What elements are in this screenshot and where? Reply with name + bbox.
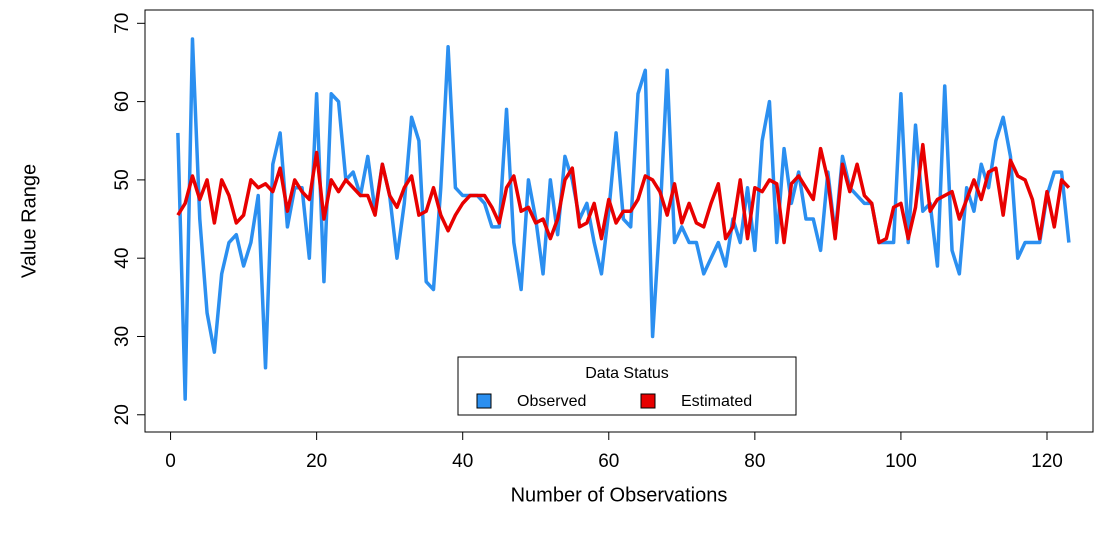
y-tick-label: 50 (112, 169, 133, 190)
y-tick-label: 60 (112, 91, 133, 112)
y-tick-label: 40 (112, 248, 133, 269)
legend: Data Status Observed Estimated (457, 356, 797, 416)
plot-area (176, 37, 1071, 401)
x-tick-label: 120 (1031, 451, 1063, 472)
y-tick-label: 70 (112, 13, 133, 34)
x-tick-label: 60 (598, 451, 619, 472)
x-tick-label: 20 (306, 451, 327, 472)
plot-frame (144, 9, 1094, 433)
series-line (176, 142, 1071, 245)
legend-box (457, 356, 797, 416)
x-tick-label: 100 (885, 451, 917, 472)
x-tick-label: 0 (165, 451, 176, 472)
x-tick-label: 40 (452, 451, 473, 472)
y-axis-label: Value Range (18, 164, 40, 278)
legend-title: Data Status (585, 365, 669, 382)
x-tick-label: 80 (744, 451, 765, 472)
legend-label: Observed (517, 393, 586, 410)
legend-label: Estimated (681, 393, 752, 410)
series-line (176, 37, 1071, 401)
y-tick-label: 30 (112, 326, 133, 347)
legend-swatch (476, 393, 492, 409)
legend-swatch (640, 393, 656, 409)
x-axis-label: Number of Observations (511, 484, 728, 506)
y-tick-label: 20 (112, 404, 133, 425)
